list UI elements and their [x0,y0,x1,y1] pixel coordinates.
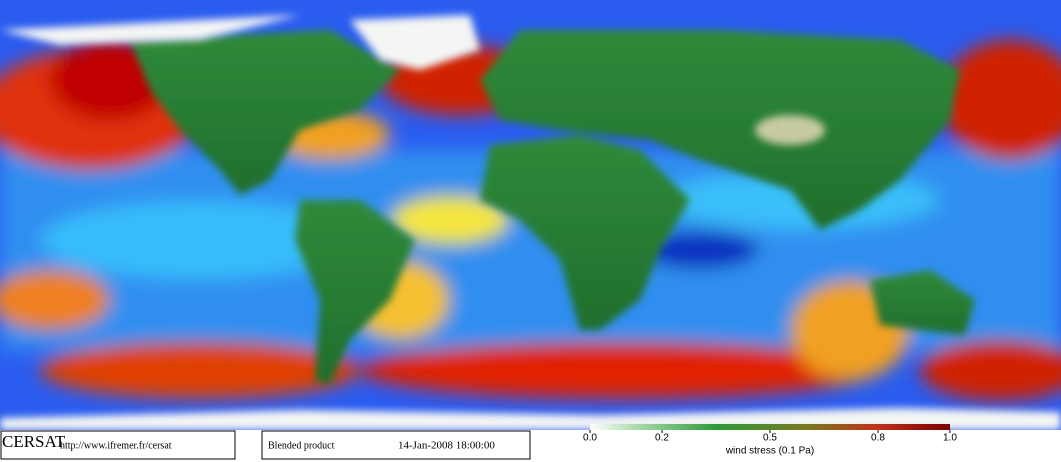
product: Blended product [268,440,335,451]
timestamp: 14-Jan-2008 18:00:00 [398,440,495,452]
logo-title: CERSAT [2,432,66,451]
colorbar-tick-label: 0.2 [655,433,669,444]
colorbar [590,424,950,430]
footer: CERSAT http://www.ifremer.fr/cersat Blen… [0,424,1061,462]
colorbar-tick-label: 0.5 [763,433,777,444]
logo-url[interactable]: http://www.ifremer.fr/cersat [60,440,172,451]
colorbar-tick-label: 1.0 [943,433,957,444]
map [0,0,1061,430]
colorbar-tick-label: 0.8 [871,433,885,444]
colorbar-tick-label: 0.0 [583,433,597,444]
colorbar-label: wind stress (0.1 Pa) [725,446,814,457]
